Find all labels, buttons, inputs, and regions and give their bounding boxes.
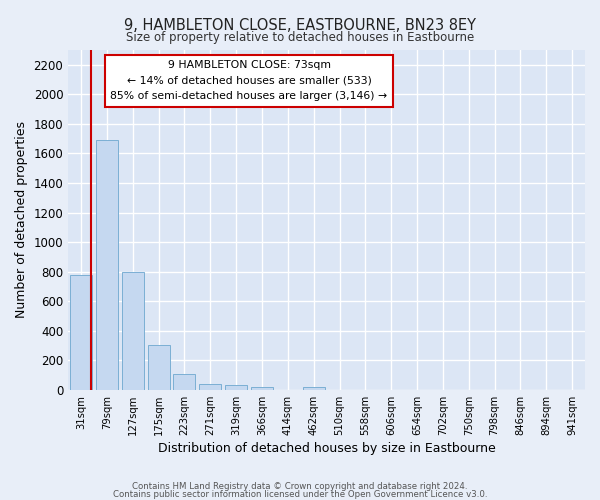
Bar <box>96 140 118 390</box>
Y-axis label: Number of detached properties: Number of detached properties <box>15 122 28 318</box>
Bar <box>70 274 92 390</box>
Bar <box>122 272 144 390</box>
Text: 9, HAMBLETON CLOSE, EASTBOURNE, BN23 8EY: 9, HAMBLETON CLOSE, EASTBOURNE, BN23 8EY <box>124 18 476 32</box>
Bar <box>251 387 273 390</box>
Bar <box>173 374 196 390</box>
Bar <box>199 384 221 390</box>
Bar <box>225 386 247 390</box>
Text: Size of property relative to detached houses in Eastbourne: Size of property relative to detached ho… <box>126 31 474 44</box>
Bar <box>302 387 325 390</box>
Bar <box>148 346 170 390</box>
X-axis label: Distribution of detached houses by size in Eastbourne: Distribution of detached houses by size … <box>158 442 496 455</box>
Text: 9 HAMBLETON CLOSE: 73sqm
← 14% of detached houses are smaller (533)
85% of semi-: 9 HAMBLETON CLOSE: 73sqm ← 14% of detach… <box>110 60 388 102</box>
Text: Contains public sector information licensed under the Open Government Licence v3: Contains public sector information licen… <box>113 490 487 499</box>
Text: Contains HM Land Registry data © Crown copyright and database right 2024.: Contains HM Land Registry data © Crown c… <box>132 482 468 491</box>
